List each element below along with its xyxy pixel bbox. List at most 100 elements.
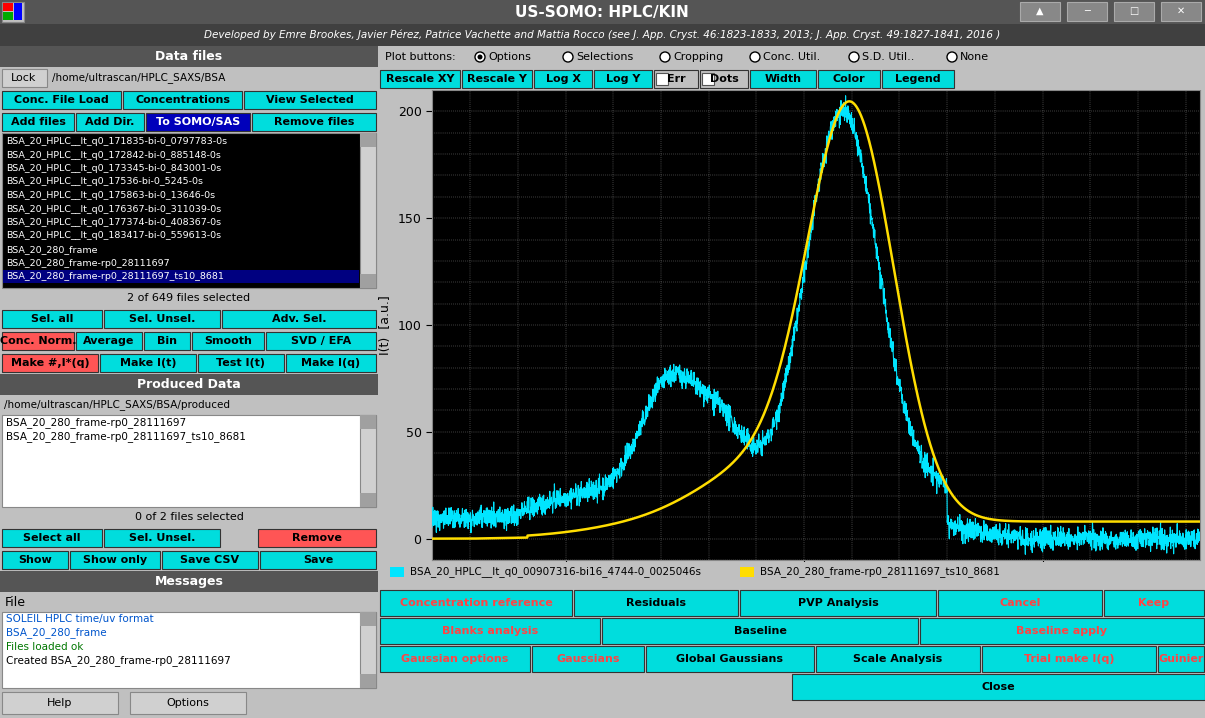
Bar: [380, 618, 600, 644]
Text: Make I(t): Make I(t): [119, 358, 176, 368]
Text: BSA_20_280_frame-rp0_28111697: BSA_20_280_frame-rp0_28111697: [6, 418, 186, 429]
Bar: [654, 70, 698, 88]
Bar: [2, 270, 359, 283]
Bar: [1019, 2, 1060, 21]
Bar: [161, 551, 258, 569]
Text: Adv. Sel.: Adv. Sel.: [272, 314, 327, 324]
Text: Sel. Unsel.: Sel. Unsel.: [129, 314, 195, 324]
Text: Messages: Messages: [154, 575, 223, 588]
Text: Scale Analysis: Scale Analysis: [853, 654, 942, 664]
Bar: [123, 91, 242, 109]
Text: Save CSV: Save CSV: [181, 555, 240, 565]
Bar: [252, 113, 376, 131]
Bar: [286, 354, 376, 372]
Text: Gaussians: Gaussians: [557, 654, 619, 664]
Text: Add files: Add files: [11, 117, 65, 127]
Bar: [360, 415, 376, 429]
Text: BSA_20_HPLC__lt_q0_176367-bi-0_311039-0s: BSA_20_HPLC__lt_q0_176367-bi-0_311039-0s: [6, 205, 222, 213]
Text: □: □: [1129, 6, 1139, 16]
Text: ✕: ✕: [1177, 6, 1185, 16]
Bar: [534, 70, 592, 88]
Text: BSA_20_HPLC__lt_q0_177374-bi-0_408367-0s: BSA_20_HPLC__lt_q0_177374-bi-0_408367-0s: [6, 218, 222, 227]
Text: 2 of 649 files selected: 2 of 649 files selected: [128, 293, 251, 303]
Bar: [380, 46, 1205, 68]
Bar: [222, 310, 376, 328]
Text: Developed by Emre Brookes, Javier Pérez, Patrice Vachette and Mattia Rocco (see : Developed by Emre Brookes, Javier Pérez,…: [204, 29, 1000, 40]
Bar: [750, 70, 816, 88]
Text: Legend: Legend: [895, 74, 941, 84]
Text: BSA_20_HPLC__lt_q0_17536-bi-0_5245-0s: BSA_20_HPLC__lt_q0_17536-bi-0_5245-0s: [6, 177, 202, 187]
Bar: [602, 618, 918, 644]
Text: Files loaded ok: Files loaded ok: [6, 642, 83, 652]
Bar: [531, 646, 643, 672]
Text: BSA_20_280_frame-rp0_28111697_ts10_8681: BSA_20_280_frame-rp0_28111697_ts10_8681: [760, 567, 1000, 577]
Bar: [1113, 2, 1154, 21]
Bar: [703, 73, 715, 85]
Text: Rescale Y: Rescale Y: [468, 74, 527, 84]
Bar: [360, 133, 376, 147]
Text: Lock: Lock: [11, 73, 36, 83]
Bar: [574, 590, 737, 616]
Text: None: None: [960, 52, 989, 62]
Bar: [360, 612, 376, 626]
Text: Created BSA_20_280_frame-rp0_28111697: Created BSA_20_280_frame-rp0_28111697: [6, 656, 230, 666]
Text: Cancel: Cancel: [999, 598, 1041, 608]
Text: Data files: Data files: [155, 50, 223, 63]
Bar: [2, 354, 98, 372]
Text: Color: Color: [833, 74, 865, 84]
Text: Err: Err: [666, 74, 686, 84]
Bar: [1066, 2, 1107, 21]
Text: BSA_20_280_frame: BSA_20_280_frame: [6, 628, 106, 638]
Bar: [198, 354, 284, 372]
Bar: [700, 70, 748, 88]
Text: Log Y: Log Y: [606, 74, 640, 84]
Bar: [390, 567, 404, 577]
Bar: [360, 274, 376, 288]
Bar: [982, 646, 1156, 672]
Bar: [594, 70, 652, 88]
Bar: [104, 529, 221, 547]
Text: Close: Close: [982, 682, 1016, 692]
Bar: [360, 612, 376, 688]
Text: Concentration reference: Concentration reference: [400, 598, 552, 608]
Circle shape: [947, 52, 957, 62]
Text: Global Gaussians: Global Gaussians: [676, 654, 783, 664]
Text: Gaussian options: Gaussian options: [401, 654, 509, 664]
Bar: [2, 551, 67, 569]
X-axis label: Time [a.u.]: Time [a.u.]: [777, 589, 854, 602]
Text: Blanks analysis: Blanks analysis: [442, 626, 539, 636]
Bar: [792, 674, 1205, 700]
Bar: [380, 590, 572, 616]
Bar: [2, 692, 118, 714]
Text: SVD / EFA: SVD / EFA: [290, 336, 351, 346]
Bar: [76, 332, 142, 350]
Text: Show only: Show only: [83, 555, 147, 565]
Text: PVP Analysis: PVP Analysis: [798, 598, 878, 608]
Text: Produced Data: Produced Data: [137, 378, 241, 391]
Bar: [740, 590, 936, 616]
Text: Show: Show: [18, 555, 52, 565]
Circle shape: [475, 52, 484, 62]
Bar: [145, 332, 190, 350]
Bar: [2, 332, 74, 350]
Bar: [380, 68, 1205, 90]
Text: View Selected: View Selected: [266, 95, 354, 105]
Text: ─: ─: [1084, 6, 1091, 16]
Bar: [0, 374, 378, 395]
Text: BSA_20_HPLC__It_q0_00907316-bi16_4744-0_0025046s: BSA_20_HPLC__It_q0_00907316-bi16_4744-0_…: [410, 567, 701, 577]
Text: BSA_20_280_frame-rp0_28111697_ts10_8681: BSA_20_280_frame-rp0_28111697_ts10_8681: [6, 272, 224, 281]
Text: BSA_20_HPLC__lt_q0_175863-bi-0_13646-0s: BSA_20_HPLC__lt_q0_175863-bi-0_13646-0s: [6, 191, 216, 200]
Text: Select all: Select all: [23, 533, 81, 543]
Circle shape: [563, 52, 574, 62]
Bar: [2, 133, 376, 288]
Bar: [258, 529, 376, 547]
Text: Trial make I(q): Trial make I(q): [1024, 654, 1115, 664]
Text: Help: Help: [47, 698, 72, 708]
Bar: [243, 91, 376, 109]
Text: Options: Options: [166, 698, 210, 708]
Bar: [360, 415, 376, 507]
Text: US-SOMO: HPLC/KIN: US-SOMO: HPLC/KIN: [515, 4, 689, 19]
Text: BSA_20_280_frame-rp0_28111697_ts10_8681: BSA_20_280_frame-rp0_28111697_ts10_8681: [6, 432, 246, 442]
Bar: [2, 2, 24, 22]
Text: Average: Average: [83, 336, 135, 346]
